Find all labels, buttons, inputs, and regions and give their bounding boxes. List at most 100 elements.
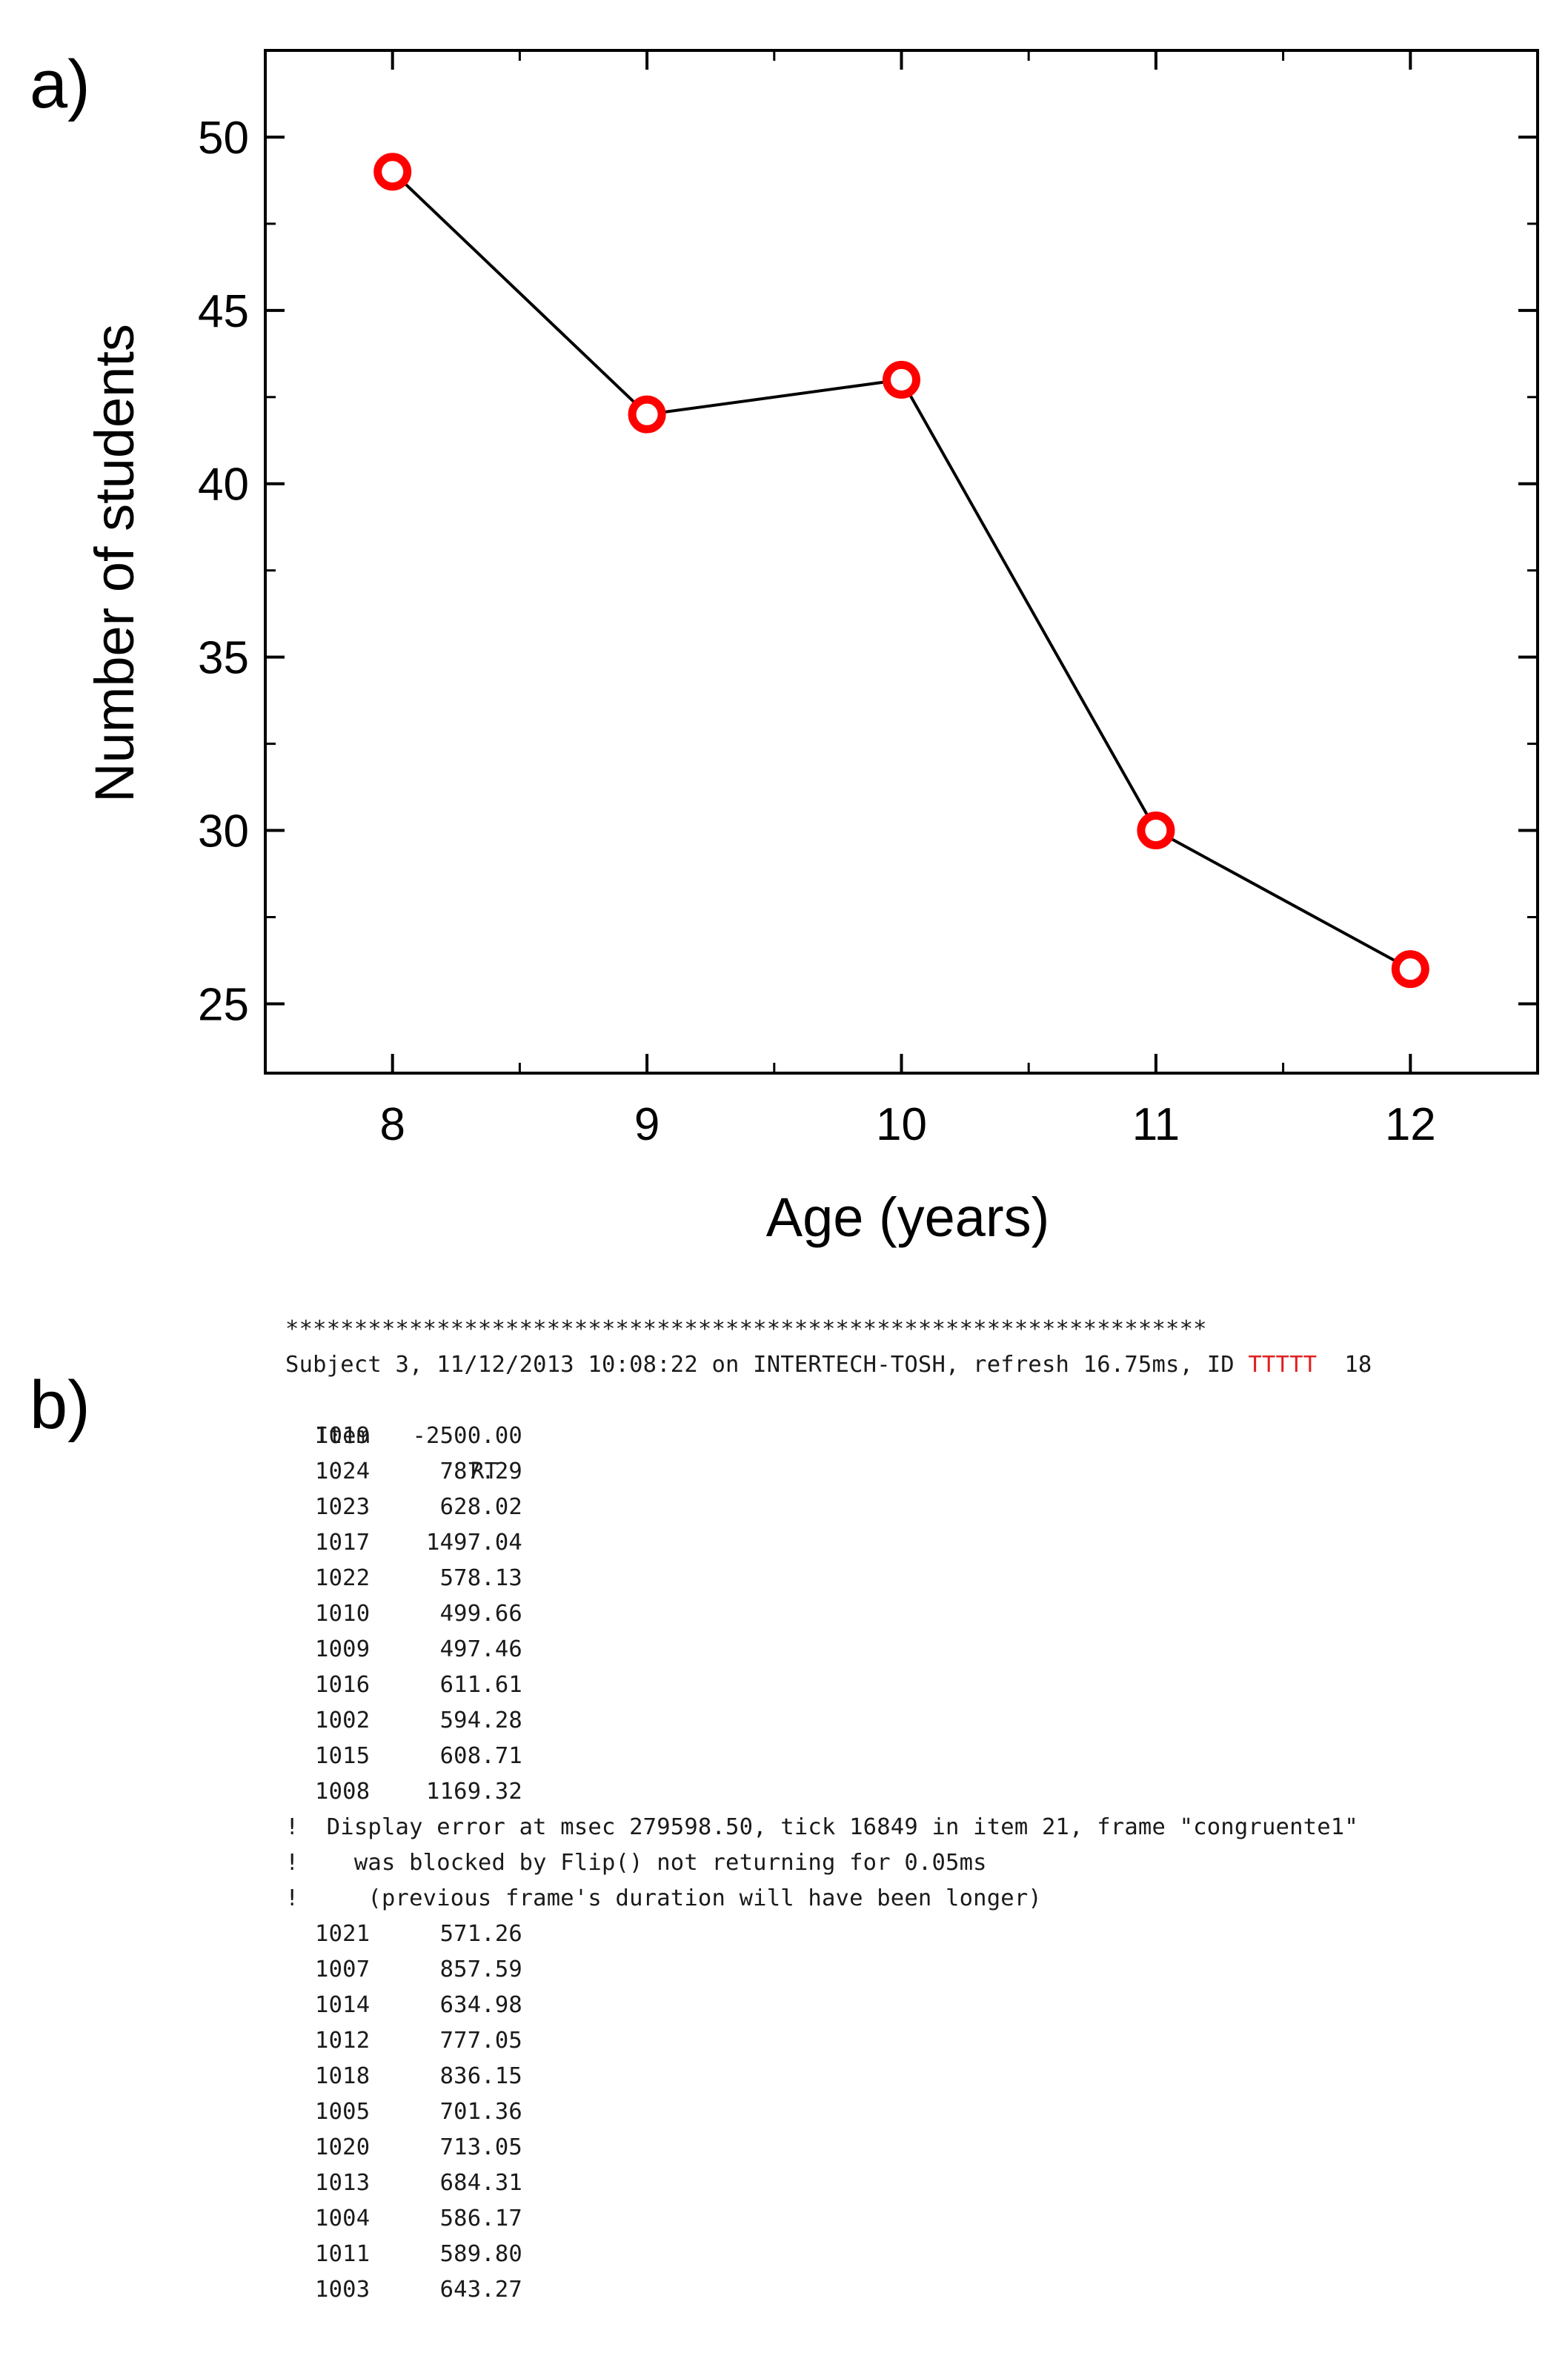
log-item-id: 1019 [315,1423,371,1449]
x-axis-label: Age (years) [766,1187,1049,1248]
log-item-id: 1016 [315,1672,371,1698]
log-rt-value: 777.05 [439,2028,522,2054]
y-tick-label: 40 [198,459,249,511]
log-item-id: 1015 [315,1743,371,1769]
log-rt-value: 836.15 [439,2063,522,2089]
log-row: 1024 787.29 [285,1454,1501,1490]
log-rt-value: 701.36 [439,2099,522,2125]
log-item-id: 1018 [315,2063,371,2089]
log-header-id: TTTTT [1248,1352,1318,1378]
log-rt-value: 611.61 [439,1672,522,1698]
log-row: 1008 1169.32 [285,1774,1501,1810]
log-row: 1023 628.02 [285,1490,1501,1525]
x-tick-label: 12 [1385,1099,1436,1150]
log-error-line: ! Display error at msec 279598.50, tick … [285,1814,1358,1840]
y-tick-label: 45 [198,286,249,337]
log-rt-value: 787.29 [439,1459,522,1484]
log-item-id: 1005 [315,2099,371,2125]
data-point [628,395,666,434]
log-row: 1021 571.26 [285,1917,1501,1952]
x-tick-label: 9 [634,1099,660,1150]
log-row: 1016 611.61 [285,1667,1501,1703]
log-row: 1003 643.27 [285,2272,1501,2308]
log-stars: ****************************************… [285,1316,1207,1342]
y-axis-label: Number of students [84,324,145,803]
log-rt-value: 497.46 [439,1636,522,1662]
log-rt-value: 578.13 [439,1565,522,1591]
log-column-headers: Item RT [285,1383,1501,1484]
log-row: 1002 594.28 [285,1703,1501,1739]
log-item-id: 1008 [315,1779,371,1805]
log-rt-value: 643.27 [439,2277,522,2303]
log-item-id: 1013 [315,2170,371,2196]
log-item-id: 1009 [315,1636,371,1662]
log-item-id: 1002 [315,1708,371,1733]
log-item-id: 1014 [315,1992,371,2018]
log-item-id: 1021 [315,1921,371,1947]
log-row: 1015 608.71 [285,1739,1501,1774]
log-rt-value: 594.28 [439,1708,522,1733]
log-rt-value: 571.26 [439,1921,522,1947]
log-header: Subject 3, 11/12/2013 10:08:22 on INTERT… [285,1347,1501,1383]
log-errors: ! Display error at msec 279598.50, tick … [285,1810,1501,1917]
column-header-rt: RT [471,1459,499,1484]
log-item-id: 1022 [315,1565,371,1591]
log-row: 1004 586.17 [285,2201,1501,2237]
log-item-id: 1004 [315,2206,371,2231]
panel-label-a: a) [30,47,90,122]
log-rt-value: 608.71 [439,1743,522,1769]
log-row: 1005 701.36 [285,2094,1501,2130]
log-row: 1007 857.59 [285,1952,1501,1988]
log-rt-value: 634.98 [439,1992,522,2018]
log-rt-value: 1169.32 [426,1779,522,1805]
log-row: 1010 499.66 [285,1596,1501,1632]
log-rt-value: 857.59 [439,1957,522,1982]
data-point [1137,812,1175,850]
log-row: 1017 1497.04 [285,1525,1501,1561]
log-header-suffix: 18 [1317,1352,1372,1378]
log-item-id: 1023 [315,1494,371,1520]
log-row: 1018 836.15 [285,2059,1501,2094]
log-item-id: 1024 [315,1459,371,1484]
log-row: 1019 -2500.00 [285,1418,1501,1454]
y-tick-label: 35 [198,633,249,684]
y-tick-label: 30 [198,806,249,857]
log-item-id: 1010 [315,1601,371,1627]
log-item-id: 1007 [315,1957,371,1982]
log-rt-value: 499.66 [439,1601,522,1627]
log-row: 1014 634.98 [285,1988,1501,2023]
data-point [883,360,920,399]
log-row: 1011 589.80 [285,2237,1501,2272]
log-rt-value: 684.31 [439,2170,522,2196]
data-point [1391,950,1429,989]
log-rt-value: 713.05 [439,2134,522,2160]
log-rt-value: -2500.00 [412,1423,522,1449]
log-rt-value: 628.02 [439,1494,522,1520]
y-tick-label: 50 [198,113,249,164]
log-rows-before: 1019 -2500.00 1024 787.29 1023 628.02 1017 1497… [285,1418,1501,1810]
x-tick-label: 10 [876,1099,927,1150]
log-header-prefix: Subject 3, 11/12/2013 10:08:22 on INTERT… [285,1352,1249,1378]
log-item-id: 1011 [315,2241,371,2267]
log-row: 1013 684.31 [285,2166,1501,2201]
experiment-log: ****************************************… [285,1312,1501,2308]
log-item-id: 1003 [315,2277,371,2303]
log-item-id: 1012 [315,2028,371,2054]
series-line [391,170,1412,971]
log-rt-value: 1497.04 [426,1530,522,1556]
panel-label-b: b) [30,1367,90,1443]
log-rt-value: 586.17 [439,2206,522,2231]
log-error-line: ! (previous frame's duration will have b… [285,1885,1042,1911]
log-item-id: 1020 [315,2134,371,2160]
log-row: 1012 777.05 [285,2023,1501,2059]
log-rows-after: 1021 571.26 1007 857.59 1014 634.98 1012 777.05… [285,1917,1501,2308]
log-rt-value: 589.80 [439,2241,522,2267]
plot-frame [264,49,1539,1075]
x-tick-label: 11 [1132,1099,1180,1150]
log-row: 1020 713.05 [285,2130,1501,2166]
x-tick-label: 8 [379,1099,405,1150]
log-row: 1009 497.46 [285,1632,1501,1667]
log-row: 1022 578.13 [285,1561,1501,1596]
data-point [373,153,412,191]
line-chart: 8 9 10 11 12 25 30 35 40 45 50 Age (years) Number … [84,49,1539,1248]
